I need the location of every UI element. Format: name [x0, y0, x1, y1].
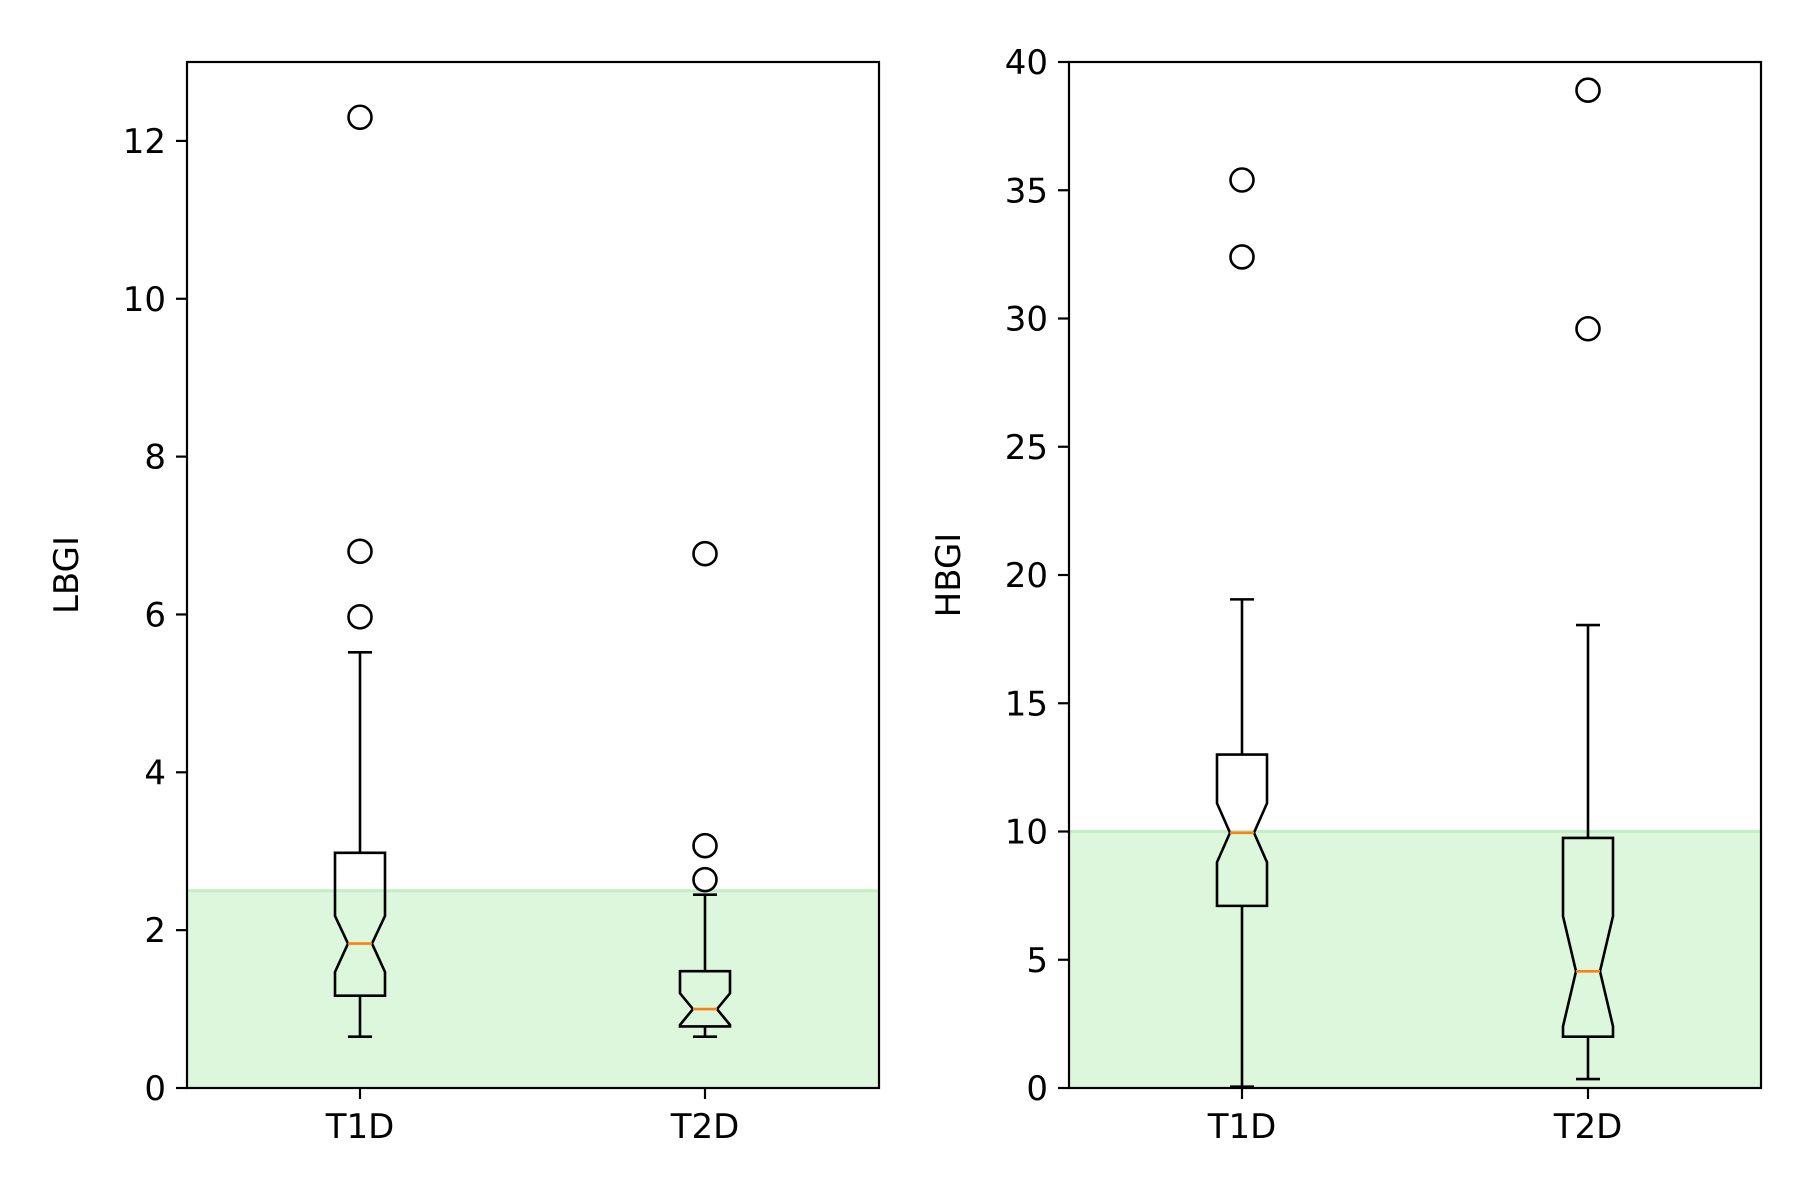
outlier-point	[692, 832, 718, 859]
shaded-region	[187, 890, 879, 1088]
outlier-point	[1575, 77, 1601, 104]
plot-frame	[185, 60, 881, 1090]
outlier-point	[1229, 167, 1255, 193]
x-tick-label: T2D	[1553, 1107, 1623, 1147]
y-tick-label: 6	[144, 595, 166, 635]
y-tick-label: 0	[1026, 1069, 1048, 1109]
box-T2D	[678, 540, 732, 1038]
y-tick-label: 20	[1005, 556, 1048, 596]
y-tick-label: 35	[1005, 171, 1048, 211]
outlier-point	[692, 866, 718, 893]
x-tick-label: T1D	[325, 1107, 395, 1147]
box-T1D	[1215, 167, 1269, 1089]
y-tick-label: 12	[123, 122, 166, 162]
box-T2D	[1561, 77, 1615, 1081]
plot-panel-2: 0 5 10 15 20 25 30 35 40 T1D T2D HBGI	[929, 43, 1763, 1147]
outlier-point	[347, 538, 373, 565]
y-tick-label: 2	[144, 911, 166, 951]
y-tick-label: 25	[1005, 428, 1048, 468]
y-tick-label: 5	[1026, 941, 1048, 981]
shaded-region	[1069, 831, 1761, 1088]
outlier-point	[347, 604, 373, 630]
box-body	[678, 969, 732, 1028]
box-body	[333, 851, 387, 997]
plot-panel-1: 0 2 4 6 8 10 12 T1D T2D LBGI	[47, 60, 881, 1147]
outlier-point	[347, 104, 373, 131]
y-tick-label: 8	[144, 438, 166, 478]
y-tick-label: 0	[144, 1069, 166, 1109]
y-axis-label: HBGI	[929, 533, 969, 618]
y-tick-label: 15	[1005, 684, 1048, 724]
x-tick-label: T2D	[670, 1107, 740, 1147]
box-body	[1215, 753, 1269, 908]
outlier-point	[1229, 244, 1255, 270]
box-T1D	[333, 104, 387, 1038]
y-tick-label: 10	[1005, 813, 1048, 853]
y-axis-label: LBGI	[47, 536, 87, 614]
x-tick-label: T1D	[1207, 1107, 1277, 1147]
y-tick-label: 10	[123, 280, 166, 320]
y-tick-label: 40	[1005, 43, 1048, 83]
box-body	[1561, 836, 1615, 1038]
outlier-point	[1575, 315, 1601, 342]
outlier-point	[692, 540, 718, 567]
y-tick-label: 4	[144, 753, 166, 793]
y-tick-label: 30	[1005, 300, 1048, 340]
